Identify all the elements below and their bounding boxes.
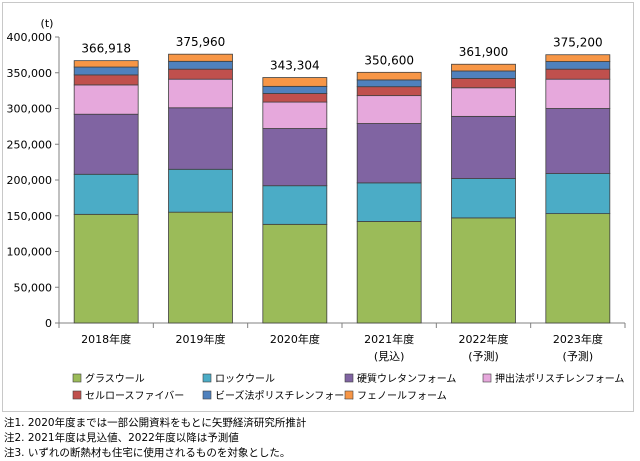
x-tick-label: 2018年度 xyxy=(81,332,131,346)
bar-segment xyxy=(545,108,611,174)
total-label: 375,200 xyxy=(553,36,603,50)
total-label: 366,918 xyxy=(81,42,131,56)
y-tick-label: 100,000 xyxy=(7,246,53,259)
y-tick-label: 250,000 xyxy=(7,138,53,151)
bar-segment xyxy=(262,85,328,94)
bar-segment xyxy=(451,70,516,79)
legend-label: グラスウール xyxy=(85,372,145,385)
stacked-bar-chart: (t) 0 50,000 100,000 150,000 200,000 250,000 30… xyxy=(7,17,626,402)
legend-swatch xyxy=(72,390,82,400)
total-label: 361,900 xyxy=(459,45,509,59)
legend-label: 押出法ポリスチレンフォーム xyxy=(495,372,624,385)
y-tick-label: 400,000 xyxy=(7,31,53,44)
bar-segment xyxy=(356,71,422,81)
bar-segment xyxy=(73,84,139,115)
bar-segment xyxy=(545,54,611,62)
bar-segment xyxy=(356,221,422,324)
bar-segment xyxy=(73,113,139,175)
y-tick-label: 300,000 xyxy=(7,103,53,116)
bar-segment xyxy=(545,61,611,70)
legend-swatch xyxy=(72,373,82,383)
footnote-3: 注3. いずれの断熱材も住宅に使用されるものを対象とした。 xyxy=(4,447,291,459)
bar-segment xyxy=(356,95,422,124)
bar-segment xyxy=(451,78,516,89)
bar-segment xyxy=(356,86,422,97)
x-tick-label: 2020年度 xyxy=(270,332,320,346)
bar-segment xyxy=(545,68,611,80)
y-tick-label: 50,000 xyxy=(14,281,53,294)
footnotes: 注1. 2020年度までは一部公開資料をもとに矢野経済研究所推計 注2. 202… xyxy=(4,416,306,461)
bar-segment xyxy=(451,217,516,324)
bar-segment xyxy=(73,213,139,324)
bar-segment xyxy=(73,66,139,76)
bar-segment xyxy=(262,77,328,87)
y-axis-unit-label: (t) xyxy=(41,17,54,30)
legend-label: 硬質ウレタンフォーム xyxy=(357,372,456,385)
chart-frame: (t) 0 50,000 100,000 150,000 200,000 250,000 30… xyxy=(2,2,634,412)
bar-segment xyxy=(168,168,233,213)
bar-segment xyxy=(356,79,422,88)
bar-segment xyxy=(451,87,516,117)
bar-segment xyxy=(262,101,328,129)
legend-swatch xyxy=(202,373,212,383)
legend-swatch xyxy=(344,373,354,383)
y-tick-label: 200,000 xyxy=(7,174,53,187)
legend-label: ロックウール xyxy=(215,373,275,385)
bar-segment xyxy=(73,173,139,215)
total-label: 375,960 xyxy=(176,35,226,49)
bar-segment xyxy=(545,213,611,324)
y-tick-label: 0 xyxy=(45,317,52,330)
bar-segment xyxy=(451,115,516,179)
bar-segment xyxy=(73,74,139,86)
x-tick-sublabel: (見込) xyxy=(374,350,405,363)
bar-segment xyxy=(168,53,233,62)
x-tick-label: 2022年度 xyxy=(459,332,509,346)
bar-segment xyxy=(262,128,328,187)
legend-label: フェノールフォーム xyxy=(357,390,447,402)
bar-segment xyxy=(168,107,233,170)
x-tick-sublabel: (予測) xyxy=(563,349,594,363)
bar-segment xyxy=(451,178,516,219)
legend-swatch xyxy=(344,390,354,400)
legend-label: ビーズ法ポリスチレンフォーム xyxy=(215,389,354,402)
bar-segment xyxy=(356,182,422,222)
legend-swatch xyxy=(202,390,212,400)
x-tick-label: 2021年度 xyxy=(364,332,414,346)
bar-segment xyxy=(545,173,611,215)
bar-segment xyxy=(168,211,233,324)
bar-segment xyxy=(168,78,233,109)
total-label: 350,600 xyxy=(364,53,414,67)
legend-swatch xyxy=(482,373,492,383)
bar-segment xyxy=(356,123,422,184)
bar-segment xyxy=(262,223,328,324)
bar-segment xyxy=(262,93,328,103)
bar-segment xyxy=(262,185,328,225)
bar-segment xyxy=(168,68,233,80)
bar-segment xyxy=(451,63,516,72)
x-tick-label: 2019年度 xyxy=(176,332,226,346)
total-label: 343,304 xyxy=(270,59,320,73)
x-tick-label: 2023年度 xyxy=(553,332,603,346)
bar-segment xyxy=(545,78,611,109)
y-tick-label: 350,000 xyxy=(7,67,53,80)
footnote-2: 注2. 2021年度は見込値、2022年度以降は予測値 xyxy=(4,432,239,444)
legend-label: セルロースファイバー xyxy=(85,390,184,402)
bar-segment xyxy=(168,60,233,70)
footnote-1: 注1. 2020年度までは一部公開資料をもとに矢野経済研究所推計 xyxy=(4,417,307,429)
y-tick-label: 150,000 xyxy=(7,210,53,223)
bar-segment xyxy=(73,60,139,68)
x-tick-sublabel: (予測) xyxy=(468,349,499,363)
